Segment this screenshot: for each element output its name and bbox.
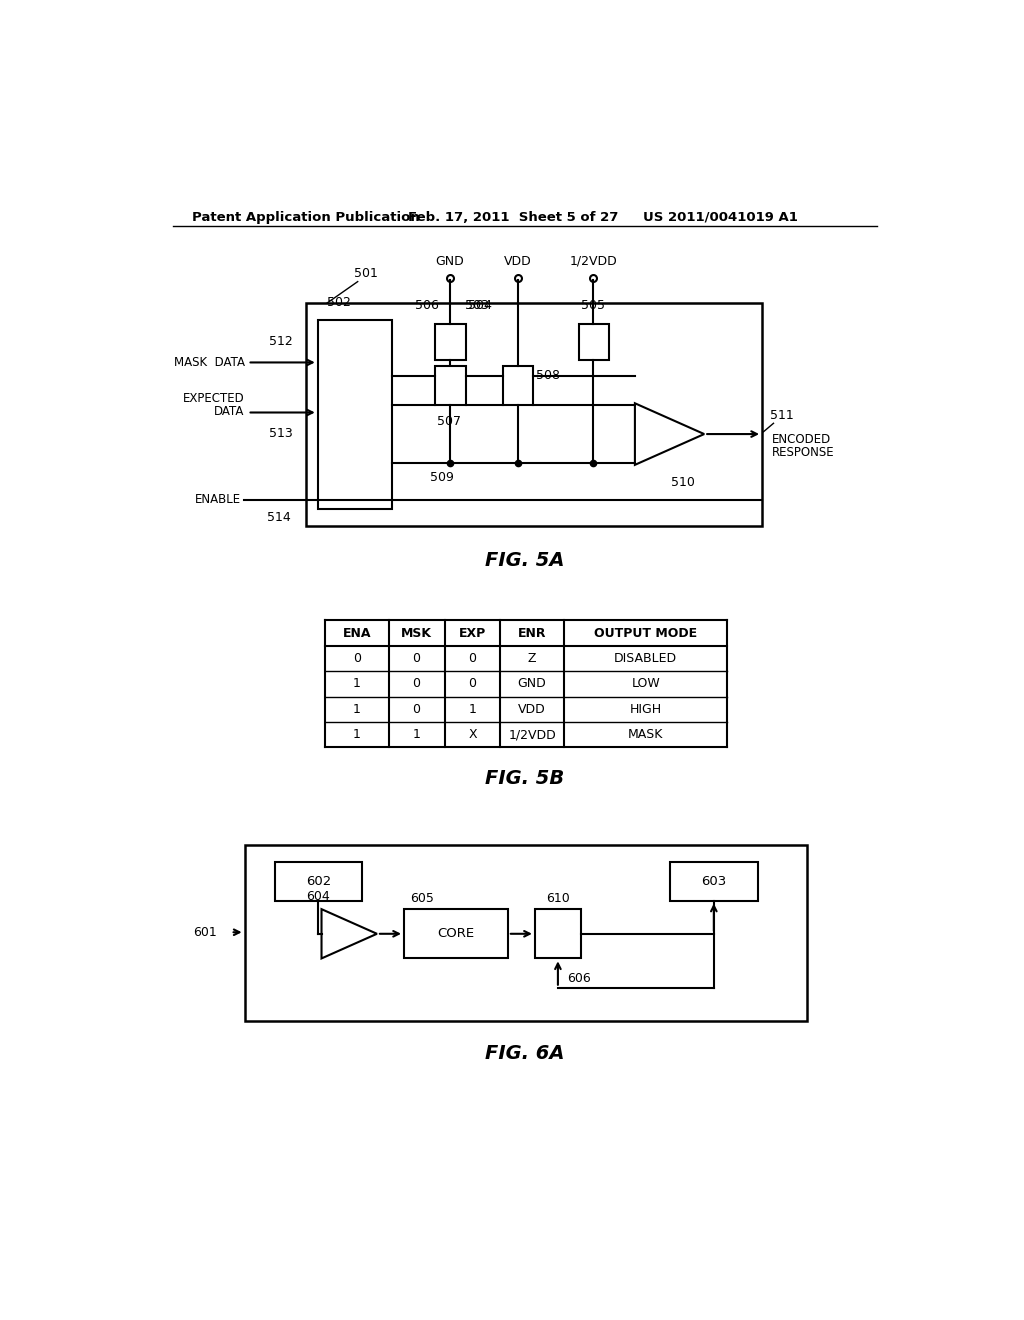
Text: 602: 602 (306, 875, 331, 888)
Text: FIG. 6A: FIG. 6A (485, 1044, 564, 1063)
Text: 604: 604 (306, 890, 330, 903)
Text: 0: 0 (413, 677, 421, 690)
Text: GND: GND (436, 255, 465, 268)
Text: ENR: ENR (518, 627, 547, 640)
Text: 0: 0 (413, 652, 421, 665)
Text: 514: 514 (266, 511, 290, 524)
Text: 507: 507 (437, 414, 462, 428)
Text: 601: 601 (194, 925, 217, 939)
Text: 603: 603 (701, 875, 726, 888)
Text: OUTPUT MODE: OUTPUT MODE (594, 627, 697, 640)
Text: EXPECTED: EXPECTED (182, 392, 245, 405)
Text: ENA: ENA (343, 627, 371, 640)
Text: DISABLED: DISABLED (614, 652, 677, 665)
Text: MASK  DATA: MASK DATA (173, 356, 245, 370)
Text: 610: 610 (546, 891, 569, 904)
Text: 605: 605 (410, 891, 434, 904)
Text: 0: 0 (413, 702, 421, 715)
Text: 505: 505 (581, 300, 604, 313)
Text: GND: GND (518, 677, 547, 690)
Text: 506: 506 (415, 300, 439, 313)
Text: 511: 511 (770, 409, 794, 422)
Text: 0: 0 (468, 677, 476, 690)
Text: CORE: CORE (437, 927, 474, 940)
Polygon shape (635, 404, 705, 465)
Text: ENABLE: ENABLE (196, 492, 242, 506)
Text: Z: Z (527, 652, 537, 665)
Text: 503: 503 (465, 300, 489, 313)
Text: 1: 1 (353, 677, 360, 690)
Text: 1: 1 (353, 702, 360, 715)
Text: 606: 606 (567, 973, 591, 985)
Text: 0: 0 (468, 652, 476, 665)
Polygon shape (322, 909, 377, 958)
Text: 0: 0 (353, 652, 360, 665)
Text: VDD: VDD (518, 702, 546, 715)
Text: EXP: EXP (459, 627, 486, 640)
Text: 1/2VDD: 1/2VDD (508, 729, 556, 742)
Text: 501: 501 (354, 267, 378, 280)
Text: 1: 1 (469, 702, 476, 715)
Text: RESPONSE: RESPONSE (772, 446, 835, 458)
Text: 1: 1 (353, 729, 360, 742)
Text: 512: 512 (269, 335, 293, 348)
Text: 513: 513 (269, 428, 293, 440)
Polygon shape (435, 323, 466, 360)
Text: VDD: VDD (504, 255, 531, 268)
Text: FIG. 5B: FIG. 5B (485, 770, 564, 788)
Text: MSK: MSK (401, 627, 432, 640)
Text: MASK: MASK (628, 729, 664, 742)
Polygon shape (435, 367, 466, 405)
Text: DATA: DATA (214, 405, 245, 418)
Text: Patent Application Publication: Patent Application Publication (193, 211, 420, 224)
Text: HIGH: HIGH (630, 702, 662, 715)
Polygon shape (579, 323, 608, 360)
Text: Feb. 17, 2011  Sheet 5 of 27: Feb. 17, 2011 Sheet 5 of 27 (408, 211, 618, 224)
Text: 504: 504 (468, 300, 493, 313)
Text: 508: 508 (537, 368, 560, 381)
Text: 509: 509 (430, 471, 455, 484)
Text: 502: 502 (327, 296, 350, 309)
Text: FIG. 5A: FIG. 5A (485, 552, 564, 570)
Text: 1/2VDD: 1/2VDD (569, 255, 617, 268)
Text: US 2011/0041019 A1: US 2011/0041019 A1 (643, 211, 798, 224)
Text: LOW: LOW (632, 677, 660, 690)
Text: 1: 1 (413, 729, 421, 742)
Text: 510: 510 (672, 475, 695, 488)
Text: X: X (468, 729, 477, 742)
Text: ENCODED: ENCODED (772, 433, 831, 446)
Polygon shape (503, 367, 534, 405)
